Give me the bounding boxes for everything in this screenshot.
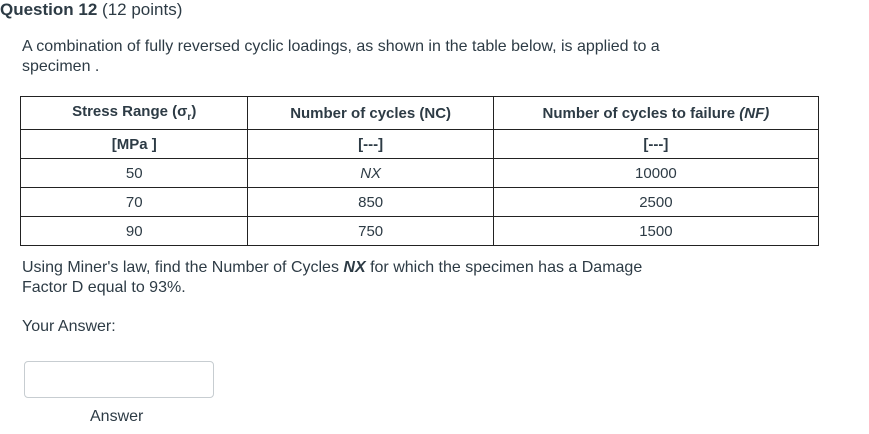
answer-caption: Answer — [90, 408, 144, 425]
unit-cycles: [---] — [247, 129, 494, 159]
header-stress-range: Stress Range (σr) — [19, 96, 249, 130]
unit-failure: [---] — [492, 129, 820, 159]
cyclic-loading-table: Stress Range (σr) Number of cycles (NC) … — [19, 96, 820, 246]
table-header-row: Stress Range (σr) Number of cycles (NC) … — [19, 96, 820, 130]
answer-input[interactable] — [24, 361, 214, 398]
question-prompt: Using Miner's law, find the Number of Cy… — [22, 259, 643, 296]
header-cycles-to-failure: Number of cycles to failure (NF) — [492, 96, 820, 130]
cell-failure: 1500 — [492, 216, 820, 246]
cell-failure: 2500 — [492, 187, 820, 217]
cell-cycles: 750 — [247, 216, 494, 246]
table-row: 50 NX 10000 — [19, 158, 820, 188]
table-row: 70 850 2500 — [19, 187, 820, 217]
cell-stress: 70 — [19, 187, 249, 217]
table-units-row: [MPa ] [---] [---] — [19, 129, 820, 159]
question-title: Question 12 — [0, 0, 98, 19]
cell-cycles: NX — [247, 158, 494, 188]
cell-stress: 90 — [19, 216, 249, 246]
question-points: (12 points) — [102, 0, 183, 19]
cell-cycles: 850 — [247, 187, 494, 217]
cell-stress: 50 — [19, 158, 249, 188]
question-intro-text: A combination of fully reversed cyclic l… — [22, 38, 660, 75]
header-number-of-cycles: Number of cycles (NC) — [247, 96, 494, 130]
question-header: Question 12 (12 points) — [0, 0, 182, 20]
unit-stress: [MPa ] — [19, 129, 249, 159]
nx-variable: NX — [343, 259, 366, 276]
your-answer-label: Your Answer: — [22, 318, 116, 335]
table-row: 90 750 1500 — [19, 216, 820, 246]
cell-failure: 10000 — [492, 158, 820, 188]
